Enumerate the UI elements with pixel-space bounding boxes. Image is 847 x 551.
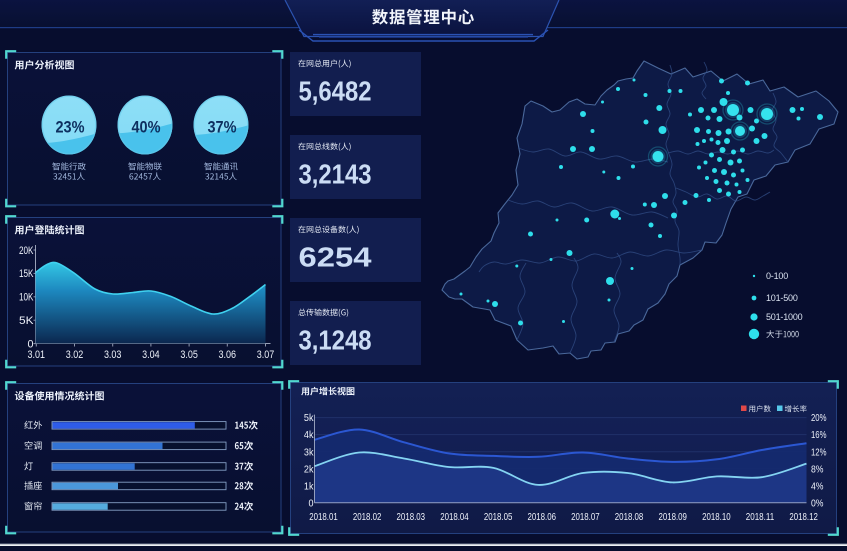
svg-text:10K: 10K — [19, 292, 34, 304]
svg-text:2k: 2k — [304, 463, 314, 475]
svg-text:23%: 23% — [56, 119, 85, 137]
svg-text:2018.09: 2018.09 — [658, 511, 687, 523]
svg-text:4%: 4% — [811, 480, 824, 492]
svg-text:2018.07: 2018.07 — [571, 511, 600, 523]
svg-text:0-100: 0-100 — [766, 271, 788, 281]
svg-text:2018.12: 2018.12 — [789, 511, 818, 523]
svg-text:3.04: 3.04 — [142, 349, 160, 361]
svg-text:8%: 8% — [811, 463, 824, 475]
svg-text:3,2143: 3,2143 — [299, 159, 372, 190]
svg-text:5k: 5k — [304, 412, 314, 424]
svg-text:3k: 3k — [304, 446, 314, 458]
svg-text:2018.05: 2018.05 — [484, 511, 513, 523]
svg-text:20%: 20% — [811, 412, 827, 424]
svg-text:2018.03: 2018.03 — [397, 511, 426, 523]
svg-text:0: 0 — [309, 497, 314, 509]
svg-text:2018.01: 2018.01 — [309, 511, 338, 523]
svg-text:3,1248: 3,1248 — [299, 325, 372, 356]
svg-text:5,6482: 5,6482 — [299, 76, 372, 107]
svg-text:40%: 40% — [132, 119, 161, 137]
svg-text:2018.02: 2018.02 — [353, 511, 382, 523]
svg-text:3.07: 3.07 — [257, 349, 275, 361]
svg-text:2018.10: 2018.10 — [702, 511, 731, 523]
svg-text:3.01: 3.01 — [28, 349, 46, 361]
svg-text:3.06: 3.06 — [219, 349, 237, 361]
svg-text:2018.08: 2018.08 — [615, 511, 644, 523]
svg-text:1k: 1k — [304, 480, 314, 492]
svg-text:3.03: 3.03 — [104, 349, 122, 361]
svg-text:501-1000: 501-1000 — [766, 312, 803, 322]
svg-text:5K: 5K — [19, 315, 34, 327]
svg-text:2018.11: 2018.11 — [746, 511, 775, 523]
svg-text:12%: 12% — [811, 446, 827, 458]
svg-text:2018.06: 2018.06 — [528, 511, 557, 523]
svg-text:0%: 0% — [811, 497, 824, 509]
svg-text:101-500: 101-500 — [766, 293, 798, 303]
svg-text:6254: 6254 — [299, 242, 373, 273]
svg-text:0: 0 — [28, 338, 34, 350]
svg-text:3.05: 3.05 — [180, 349, 198, 361]
svg-text:37%: 37% — [208, 119, 237, 137]
svg-text:15K: 15K — [19, 268, 34, 280]
svg-text:2018.04: 2018.04 — [440, 511, 469, 523]
svg-text:4k: 4k — [304, 429, 314, 441]
svg-text:16%: 16% — [811, 429, 827, 441]
svg-text:20K: 20K — [19, 245, 34, 257]
svg-text:3.02: 3.02 — [66, 349, 84, 361]
